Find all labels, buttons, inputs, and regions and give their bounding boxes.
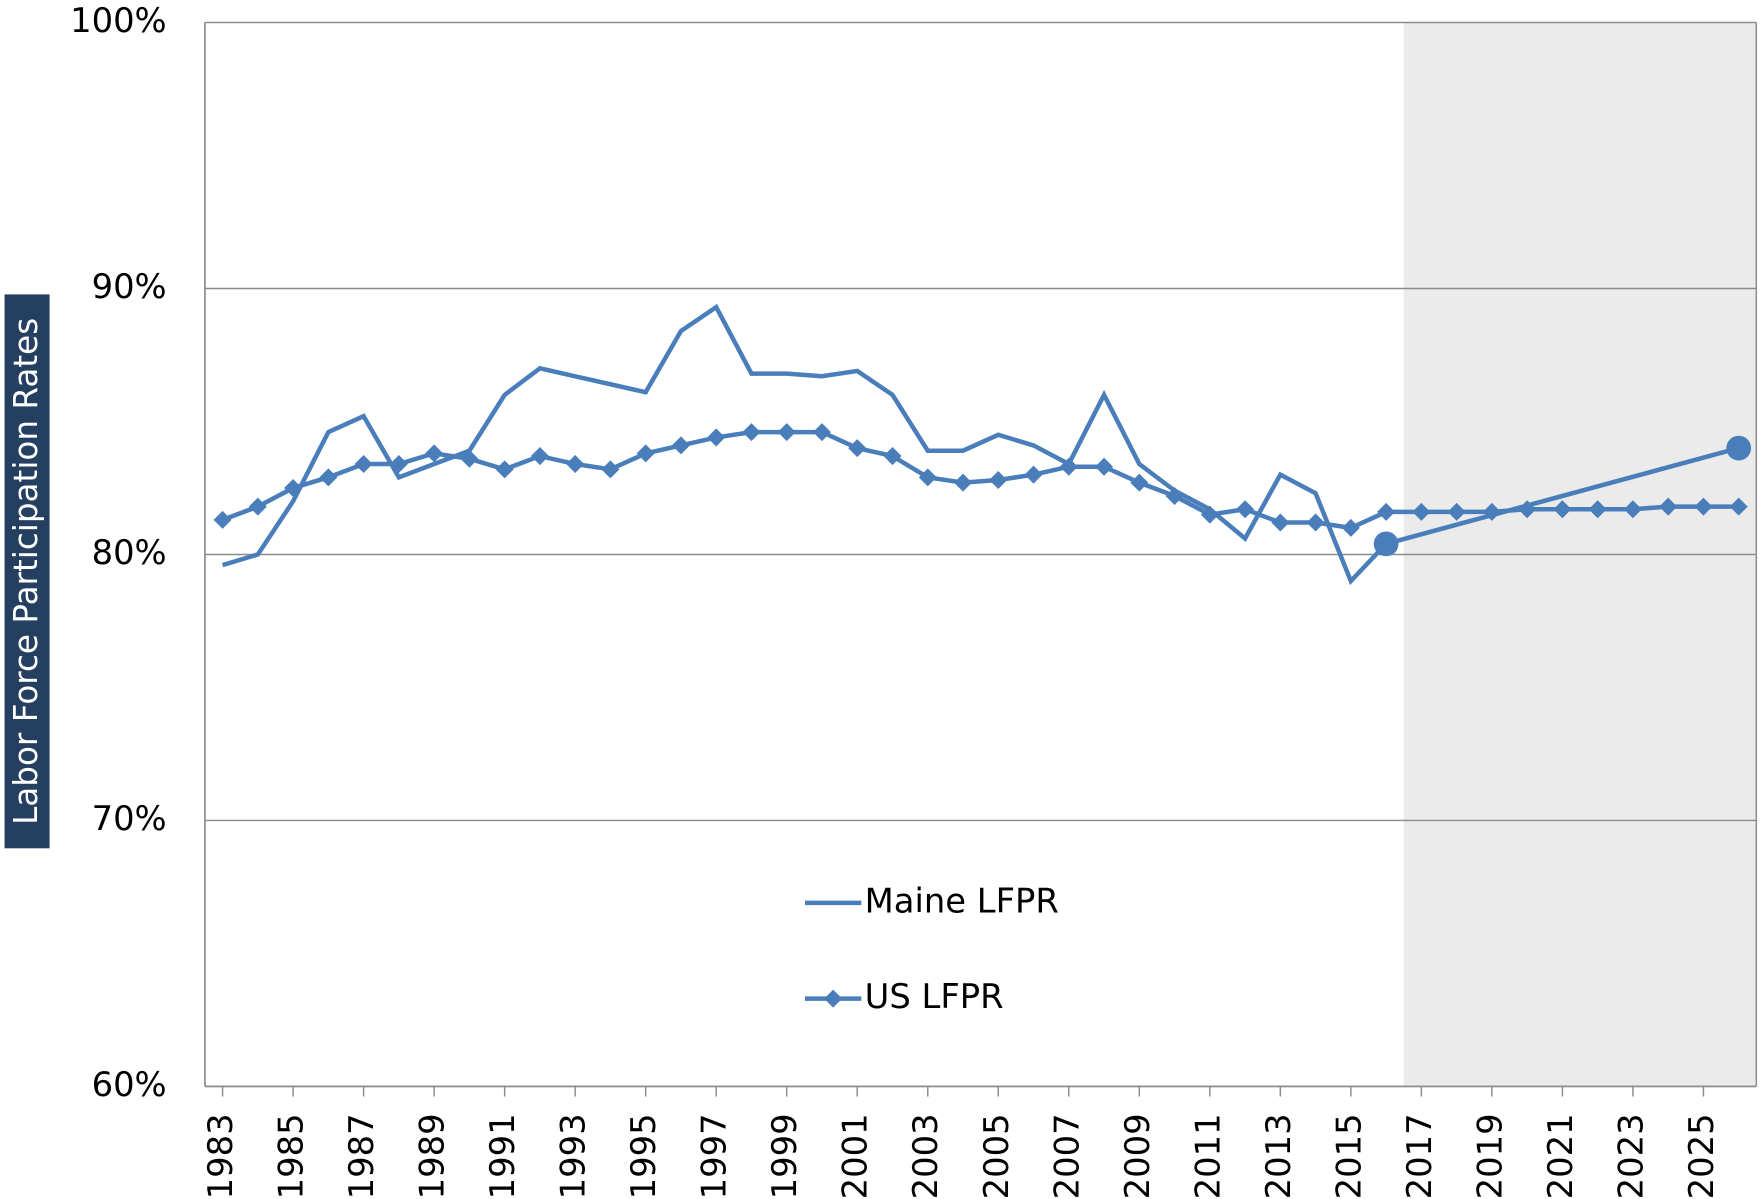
diamond-marker	[1130, 473, 1149, 492]
diamond-marker	[566, 455, 585, 474]
y-tick-label: 90%	[92, 267, 167, 306]
diamond-marker	[354, 455, 373, 474]
diamond-marker	[1659, 497, 1678, 516]
diamond-marker	[530, 447, 549, 466]
diamond-marker	[1553, 500, 1572, 519]
x-tick-label: 1991	[483, 1113, 522, 1199]
x-tick-label: 2023	[1611, 1113, 1650, 1199]
y-tick-label: 70%	[92, 799, 167, 838]
x-tick-label: 2013	[1259, 1113, 1298, 1199]
x-tick-label: 2015	[1329, 1113, 1368, 1199]
diamond-marker	[1024, 465, 1043, 484]
y-axis-label: Labor Force Participation Rates	[7, 318, 45, 825]
diamond-marker	[953, 473, 973, 492]
x-tick-label: 1995	[624, 1113, 663, 1199]
diamond-marker	[1165, 486, 1184, 505]
diamond-marker	[671, 436, 690, 455]
diamond-marker	[1518, 500, 1537, 519]
x-tick-label: 1989	[413, 1113, 452, 1199]
diamond-marker	[1236, 500, 1255, 519]
x-tick-label: 2025	[1682, 1113, 1721, 1199]
diamond-marker	[495, 460, 514, 479]
diamond-marker	[1588, 500, 1607, 519]
diamond-marker	[848, 439, 867, 458]
diamond-marker	[883, 447, 902, 466]
diamond-marker	[1412, 502, 1431, 521]
diamond-marker	[1341, 518, 1360, 537]
y-label-box: Labor Force Participation Rates	[4, 294, 50, 849]
diamond-marker	[1482, 502, 1501, 521]
diamond-marker	[707, 428, 726, 447]
x-tick-label: 2007	[1047, 1113, 1086, 1199]
x-tick-label: 2021	[1541, 1113, 1580, 1199]
series-line	[221, 303, 1740, 586]
diamond-marker	[1447, 502, 1466, 521]
x-tick-label: 1987	[342, 1113, 381, 1199]
diamond-marker	[636, 444, 655, 463]
x-tick-label: 1997	[695, 1113, 734, 1199]
legend-label: Maine LFPR	[865, 881, 1059, 920]
diamond-marker	[1694, 497, 1713, 516]
diamond-marker	[319, 468, 338, 487]
x-tick-label: 2001	[836, 1113, 875, 1199]
x-tick-label: 2003	[906, 1113, 945, 1199]
diamond-marker	[1306, 513, 1325, 532]
x-tick-label: 1985	[272, 1113, 311, 1199]
diamond-marker	[1623, 500, 1642, 519]
legend-label: US LFPR	[865, 977, 1004, 1016]
y-tick-label: 60%	[92, 1065, 167, 1104]
diamond-marker	[812, 423, 831, 442]
legend-marker	[824, 989, 843, 1008]
diamond-marker	[989, 470, 1008, 490]
diamond-marker	[1271, 513, 1290, 532]
y-tick-label: 80%	[92, 533, 167, 572]
diamond-marker	[460, 449, 479, 468]
x-tick-label: 2009	[1118, 1113, 1157, 1199]
x-tick-label: 2011	[1188, 1113, 1227, 1199]
diamond-marker	[1095, 457, 1114, 476]
x-tick-label: 1993	[554, 1113, 593, 1199]
diamond-marker	[248, 497, 267, 516]
x-tick-label: 2019	[1470, 1113, 1509, 1199]
y-label-bg	[4, 294, 50, 849]
diamond-marker	[284, 478, 303, 497]
y-tick-label: 100%	[70, 1, 167, 40]
diamond-marker	[213, 510, 232, 529]
diamond-marker	[1200, 505, 1219, 524]
diamond-marker	[425, 444, 444, 463]
diamond-marker	[918, 468, 937, 487]
x-tick-label: 2005	[977, 1113, 1016, 1199]
x-tick-label: 2017	[1400, 1113, 1439, 1199]
diamond-marker	[1729, 497, 1748, 516]
x-tick-label: 1983	[201, 1113, 240, 1199]
diamond-marker	[389, 455, 408, 474]
diamond-marker	[777, 423, 796, 442]
diamond-marker	[1059, 457, 1078, 476]
diamond-marker	[601, 460, 620, 479]
circle-marker	[1373, 531, 1399, 557]
x-tick-label: 1999	[765, 1113, 804, 1199]
circle-marker	[1726, 435, 1752, 461]
diamond-marker	[1377, 502, 1396, 521]
diamond-marker	[742, 423, 761, 442]
